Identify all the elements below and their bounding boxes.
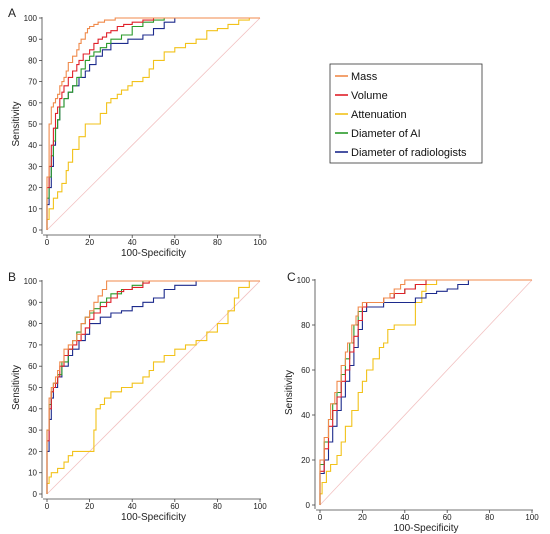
y-axis-label: Sensitivity [11,101,22,146]
legend-label: Mass [351,71,378,83]
y-tick-label: 10 [28,469,37,478]
roc-curve-volume [46,280,260,494]
y-tick-label: 20 [301,456,310,465]
x-axis-label: 100-Specificity [121,248,186,259]
x-axis-label: 100-Specificity [121,512,186,523]
y-tick-label: 30 [28,162,37,171]
x-tick-label: 80 [213,238,222,247]
y-tick-label: 0 [33,226,38,235]
y-tick-label: 50 [28,384,37,393]
reference-diagonal [46,17,261,231]
y-tick-label: 40 [301,411,310,420]
y-tick-label: 60 [28,362,37,371]
roc-curve-attenuation [46,280,260,494]
x-tick-label: 0 [45,502,50,511]
x-tick-label: 0 [318,513,323,522]
x-tick-label: 20 [85,238,94,247]
panel-c: C 0 20 40 60 80 100 0 20 40 60 80 100 100-Specificity… [284,270,539,534]
x-tick-label: 20 [358,513,367,522]
panel-label: A [8,6,16,20]
panel-label: B [8,270,16,284]
panel-b: B 0 20 40 60 80 100 0 10 20 30 40 50 60 70 80 90 100 100-S… [8,270,267,523]
y-axis-label: Sensitivity [284,370,295,415]
y-tick-label: 100 [24,277,38,286]
y-tick-label: 20 [28,447,37,456]
y-tick-label: 40 [28,405,37,414]
y-tick-label: 10 [28,205,37,214]
panel-a: A 0 20 40 60 80 100 0 10 20 30 40 50 60 70 80 90 100 100-S… [8,6,267,259]
x-tick-label: 100 [253,502,267,511]
x-tick-label: 100 [253,238,267,247]
y-tick-label: 40 [28,141,37,150]
legend-label: Diameter of radiologists [351,147,467,159]
roc-curve-volume [319,279,532,505]
x-tick-label: 0 [45,238,50,247]
x-tick-label: 60 [170,238,179,247]
roc-curve-attenuation [319,279,532,505]
reference-diagonal [46,280,261,495]
legend-label: Diameter of AI [351,128,421,140]
y-tick-label: 60 [301,366,310,375]
y-tick-label: 100 [297,276,311,285]
roc-curve-mass [319,279,532,505]
x-tick-label: 100 [525,513,539,522]
y-tick-label: 0 [33,490,38,499]
x-tick-label: 40 [400,513,409,522]
roc-curve-volume [46,17,260,230]
y-tick-label: 70 [28,78,37,87]
x-tick-label: 40 [128,238,137,247]
y-tick-label: 80 [28,320,37,329]
x-tick-label: 80 [485,513,494,522]
roc-curve-mass [46,280,260,494]
y-axis-label: Sensitivity [11,365,22,410]
x-tick-label: 60 [443,513,452,522]
reference-diagonal [319,279,533,506]
roc-curve-attenuation [46,17,260,230]
x-tick-label: 80 [213,502,222,511]
y-tick-label: 70 [28,341,37,350]
x-tick-label: 60 [170,502,179,511]
x-tick-label: 40 [128,502,137,511]
y-tick-label: 80 [301,321,310,330]
y-tick-label: 100 [24,14,38,23]
roc-curve-diameter-ai [46,17,260,230]
y-tick-label: 0 [306,501,311,510]
panel-label: C [287,270,296,284]
legend-label: Volume [351,90,388,102]
x-tick-label: 20 [85,502,94,511]
y-tick-label: 20 [28,184,37,193]
roc-curve-mass [46,17,260,230]
legend-label: Attenuation [351,109,407,121]
y-tick-label: 90 [28,298,37,307]
legend-box [329,63,483,164]
x-axis-label: 100-Specificity [393,523,458,534]
y-tick-label: 90 [28,35,37,44]
roc-curve-diameter-rad [46,17,260,230]
y-tick-label: 30 [28,426,37,435]
y-tick-label: 60 [28,99,37,108]
legend: Mass Volume Attenuation Diameter of AI Diame… [329,63,483,164]
y-tick-label: 50 [28,120,37,129]
y-tick-label: 80 [28,56,37,65]
